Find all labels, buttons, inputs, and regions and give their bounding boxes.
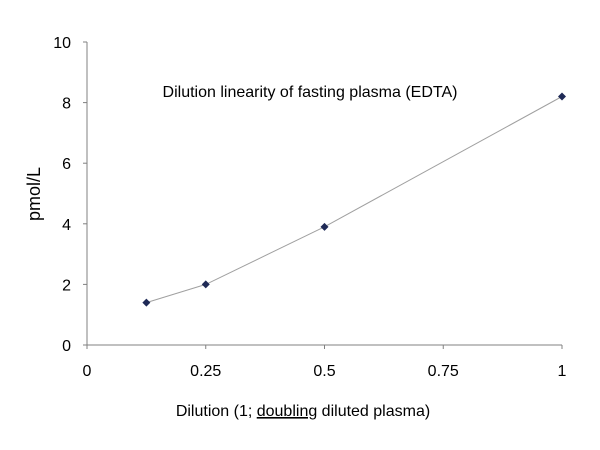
series-line	[146, 96, 563, 304]
y-tick-label: 6	[62, 156, 71, 173]
y-tick-label: 4	[62, 217, 71, 234]
y-axis-label: pmol/L	[24, 167, 44, 221]
x-axis-label: Dilution (1; doubling diluted plasma)	[176, 403, 430, 420]
data-point-diamond	[142, 298, 151, 307]
x-tick-label: 0.5	[313, 363, 335, 380]
y-tick-labels: 0 2 4 6 8 10	[53, 35, 87, 355]
x-tick-label: 0.25	[190, 363, 221, 380]
chart-title: Dilution linearity of fasting plasma (ED…	[163, 84, 458, 101]
x-axis-label-suffix: diluted plasma)	[317, 403, 430, 420]
data-point-diamond	[558, 92, 566, 101]
x-tick-label: 0.75	[428, 363, 459, 380]
y-tick-label: 2	[62, 277, 71, 294]
data-points	[142, 92, 566, 307]
x-axis-label-prefix: Dilution (1;	[176, 403, 257, 420]
y-tick-label: 8	[62, 96, 71, 113]
y-tick-label: 0	[62, 338, 71, 355]
x-tick-label: 1	[558, 363, 567, 380]
x-tick-labels: 0 0.25 0.5 0.75 1	[83, 345, 567, 380]
data-point-diamond	[201, 280, 210, 289]
x-tick-label: 0	[83, 363, 92, 380]
series-line-layer	[146, 96, 563, 304]
y-tick-label: 10	[53, 35, 71, 52]
data-point-diamond	[320, 222, 329, 231]
x-axis-label-underlined: doubling	[257, 403, 318, 420]
